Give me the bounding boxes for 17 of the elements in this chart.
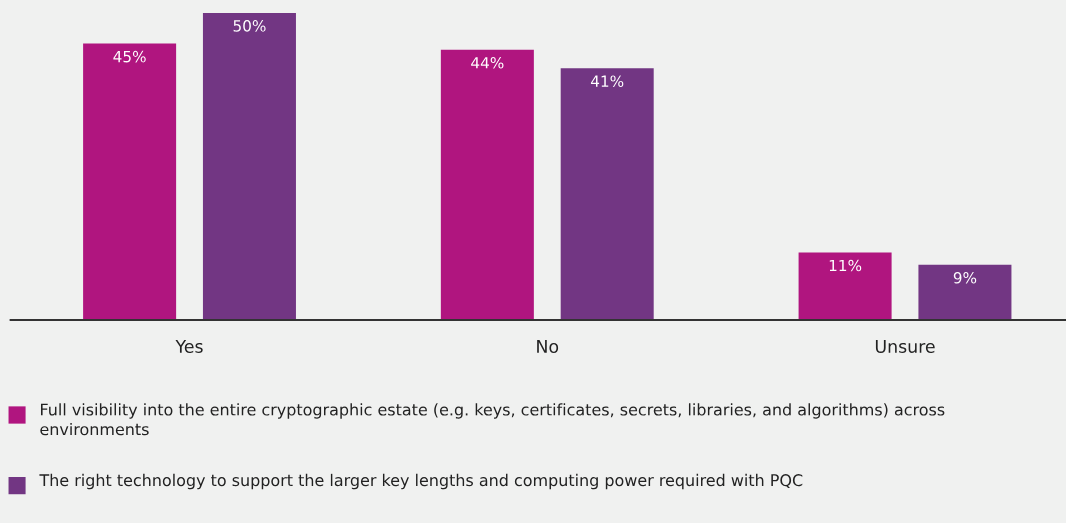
data-label: 9% xyxy=(953,272,977,284)
bar xyxy=(440,49,534,321)
bar xyxy=(798,252,892,321)
x-tick-label: Yes xyxy=(175,340,203,353)
x-tick-label: Unsure xyxy=(875,340,935,353)
bar xyxy=(83,43,177,321)
data-label: 41% xyxy=(590,75,624,87)
bar xyxy=(560,68,654,321)
bar xyxy=(918,264,1012,321)
data-label: 11% xyxy=(829,259,862,272)
data-label: 44% xyxy=(471,56,504,69)
data-label: 50% xyxy=(233,20,266,32)
bar xyxy=(202,12,296,321)
x-tick-label: No xyxy=(537,340,559,353)
data-label: 45% xyxy=(113,50,146,63)
legend-label: The right technology to support the larger key lengths and computing power required with PQC xyxy=(39,473,803,490)
legend-label: Full visibility into the entire cryptographic estate (e.g. keys, certificates, secrets, libraries, and algorithms) across environments xyxy=(40,403,945,436)
